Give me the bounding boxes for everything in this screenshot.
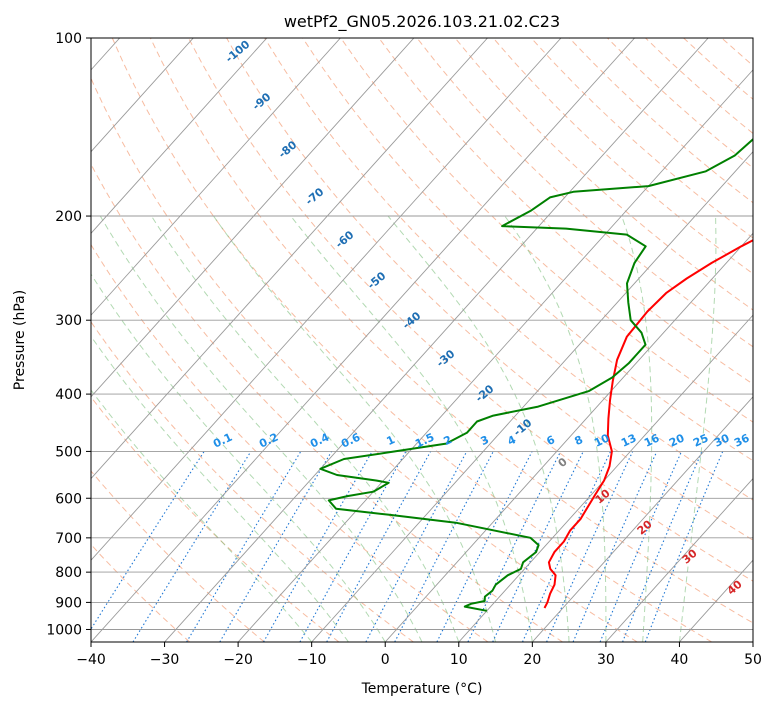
y-tick-label: 500: [55, 444, 82, 460]
moist-adiabat: [387, 215, 570, 642]
isotherm: [311, 150, 753, 642]
mixing-ratio-label: 30: [712, 431, 732, 449]
isotherm: [605, 477, 753, 642]
y-tick-label: 900: [55, 595, 82, 611]
isotherm: [91, 38, 194, 153]
moist-adiabat: [150, 215, 460, 642]
mixing-ratio-line: [263, 451, 373, 642]
moist-adiabat: [678, 215, 717, 642]
isotherm: [91, 38, 488, 480]
mixing-ratio-line: [572, 451, 658, 642]
y-tick-label: 600: [55, 491, 82, 507]
mixing-ratio-label: 36: [732, 431, 752, 449]
isotherm: [384, 232, 753, 642]
mixing-ratio-line: [299, 451, 407, 642]
x-tick-label: −10: [297, 652, 327, 668]
dewpoint-trace: [319, 137, 753, 612]
isotherm: [237, 69, 753, 642]
mixing-ratio-line: [599, 451, 683, 642]
mixing-ratio-line: [644, 451, 724, 642]
y-tick-label: 100: [55, 31, 82, 47]
chart-title: wetPf2_GN05.2026.103.21.02.C23: [284, 12, 560, 32]
mixing-ratio-line: [326, 451, 432, 642]
y-axis-title: Pressure (hPa): [12, 290, 28, 390]
dry-adiabat: [454, 38, 753, 311]
y-axis: 100 200 300 400 500 600 700 800 900 1000: [46, 31, 91, 638]
moist-adiabat: [504, 215, 607, 642]
y-tick-label: 1000: [46, 622, 82, 638]
moist-adiabat: [621, 215, 653, 642]
moist-adiabat: [99, 215, 423, 642]
mixing-ratio-label: 10: [592, 431, 612, 449]
moist-adiabat: [213, 215, 497, 642]
dry-adiabat: [416, 38, 753, 348]
dry-adiabat: [111, 38, 713, 642]
y-tick-label: 700: [55, 531, 82, 547]
x-tick-label: 0: [381, 652, 390, 668]
mixing-ratio-label: 25: [691, 431, 710, 449]
x-axis-title: Temperature (°C): [361, 681, 483, 697]
plot-frame: [90, 37, 754, 643]
mixing-ratio-line: [622, 451, 703, 642]
mixing-ratio-line: [546, 451, 634, 642]
x-tick-label: 30: [597, 652, 615, 668]
mixing-ratio-label: 16: [642, 431, 662, 449]
x-tick-label: 50: [744, 652, 762, 668]
x-tick-label: 20: [523, 652, 541, 668]
dry-adiabat: [91, 163, 563, 642]
isotherm: [531, 396, 753, 642]
isotherm: [91, 38, 635, 642]
moist-adiabat: [91, 335, 349, 642]
dry-adiabat: [91, 396, 340, 642]
y-tick-label: 400: [55, 387, 82, 403]
isotherm: [164, 38, 709, 642]
moist-adiabat: [91, 273, 386, 642]
mixing-ratio-label: 20: [667, 431, 687, 449]
isotherm: [91, 38, 268, 235]
mixing-ratio-line: [436, 451, 533, 642]
dry-adiabat: [188, 38, 753, 582]
isotherm: [458, 314, 753, 642]
y-tick-label: 200: [55, 209, 82, 225]
dry-adiabat: [91, 470, 265, 642]
x-tick-label: 40: [671, 652, 689, 668]
isotherm: [91, 38, 415, 398]
mixing-ratio-line: [91, 451, 205, 631]
dry-adiabat: [91, 243, 489, 642]
y-tick-label: 300: [55, 313, 82, 329]
x-tick-label: −40: [76, 652, 106, 668]
dry-adiabat: [149, 38, 753, 624]
isotherm: [91, 38, 562, 561]
x-axis: −40 −30 −20 −10 0 10 20 30 40 50: [76, 642, 762, 668]
x-tick-label: 10: [450, 652, 468, 668]
y-tick-label: 800: [55, 565, 82, 581]
mixing-ratio-label: 13: [619, 431, 638, 449]
x-tick-label: −20: [223, 652, 253, 668]
isotherm: [91, 38, 341, 316]
dry-adiabat: [91, 543, 191, 642]
x-tick-label: −30: [150, 652, 180, 668]
temperature-trace: [543, 239, 753, 609]
